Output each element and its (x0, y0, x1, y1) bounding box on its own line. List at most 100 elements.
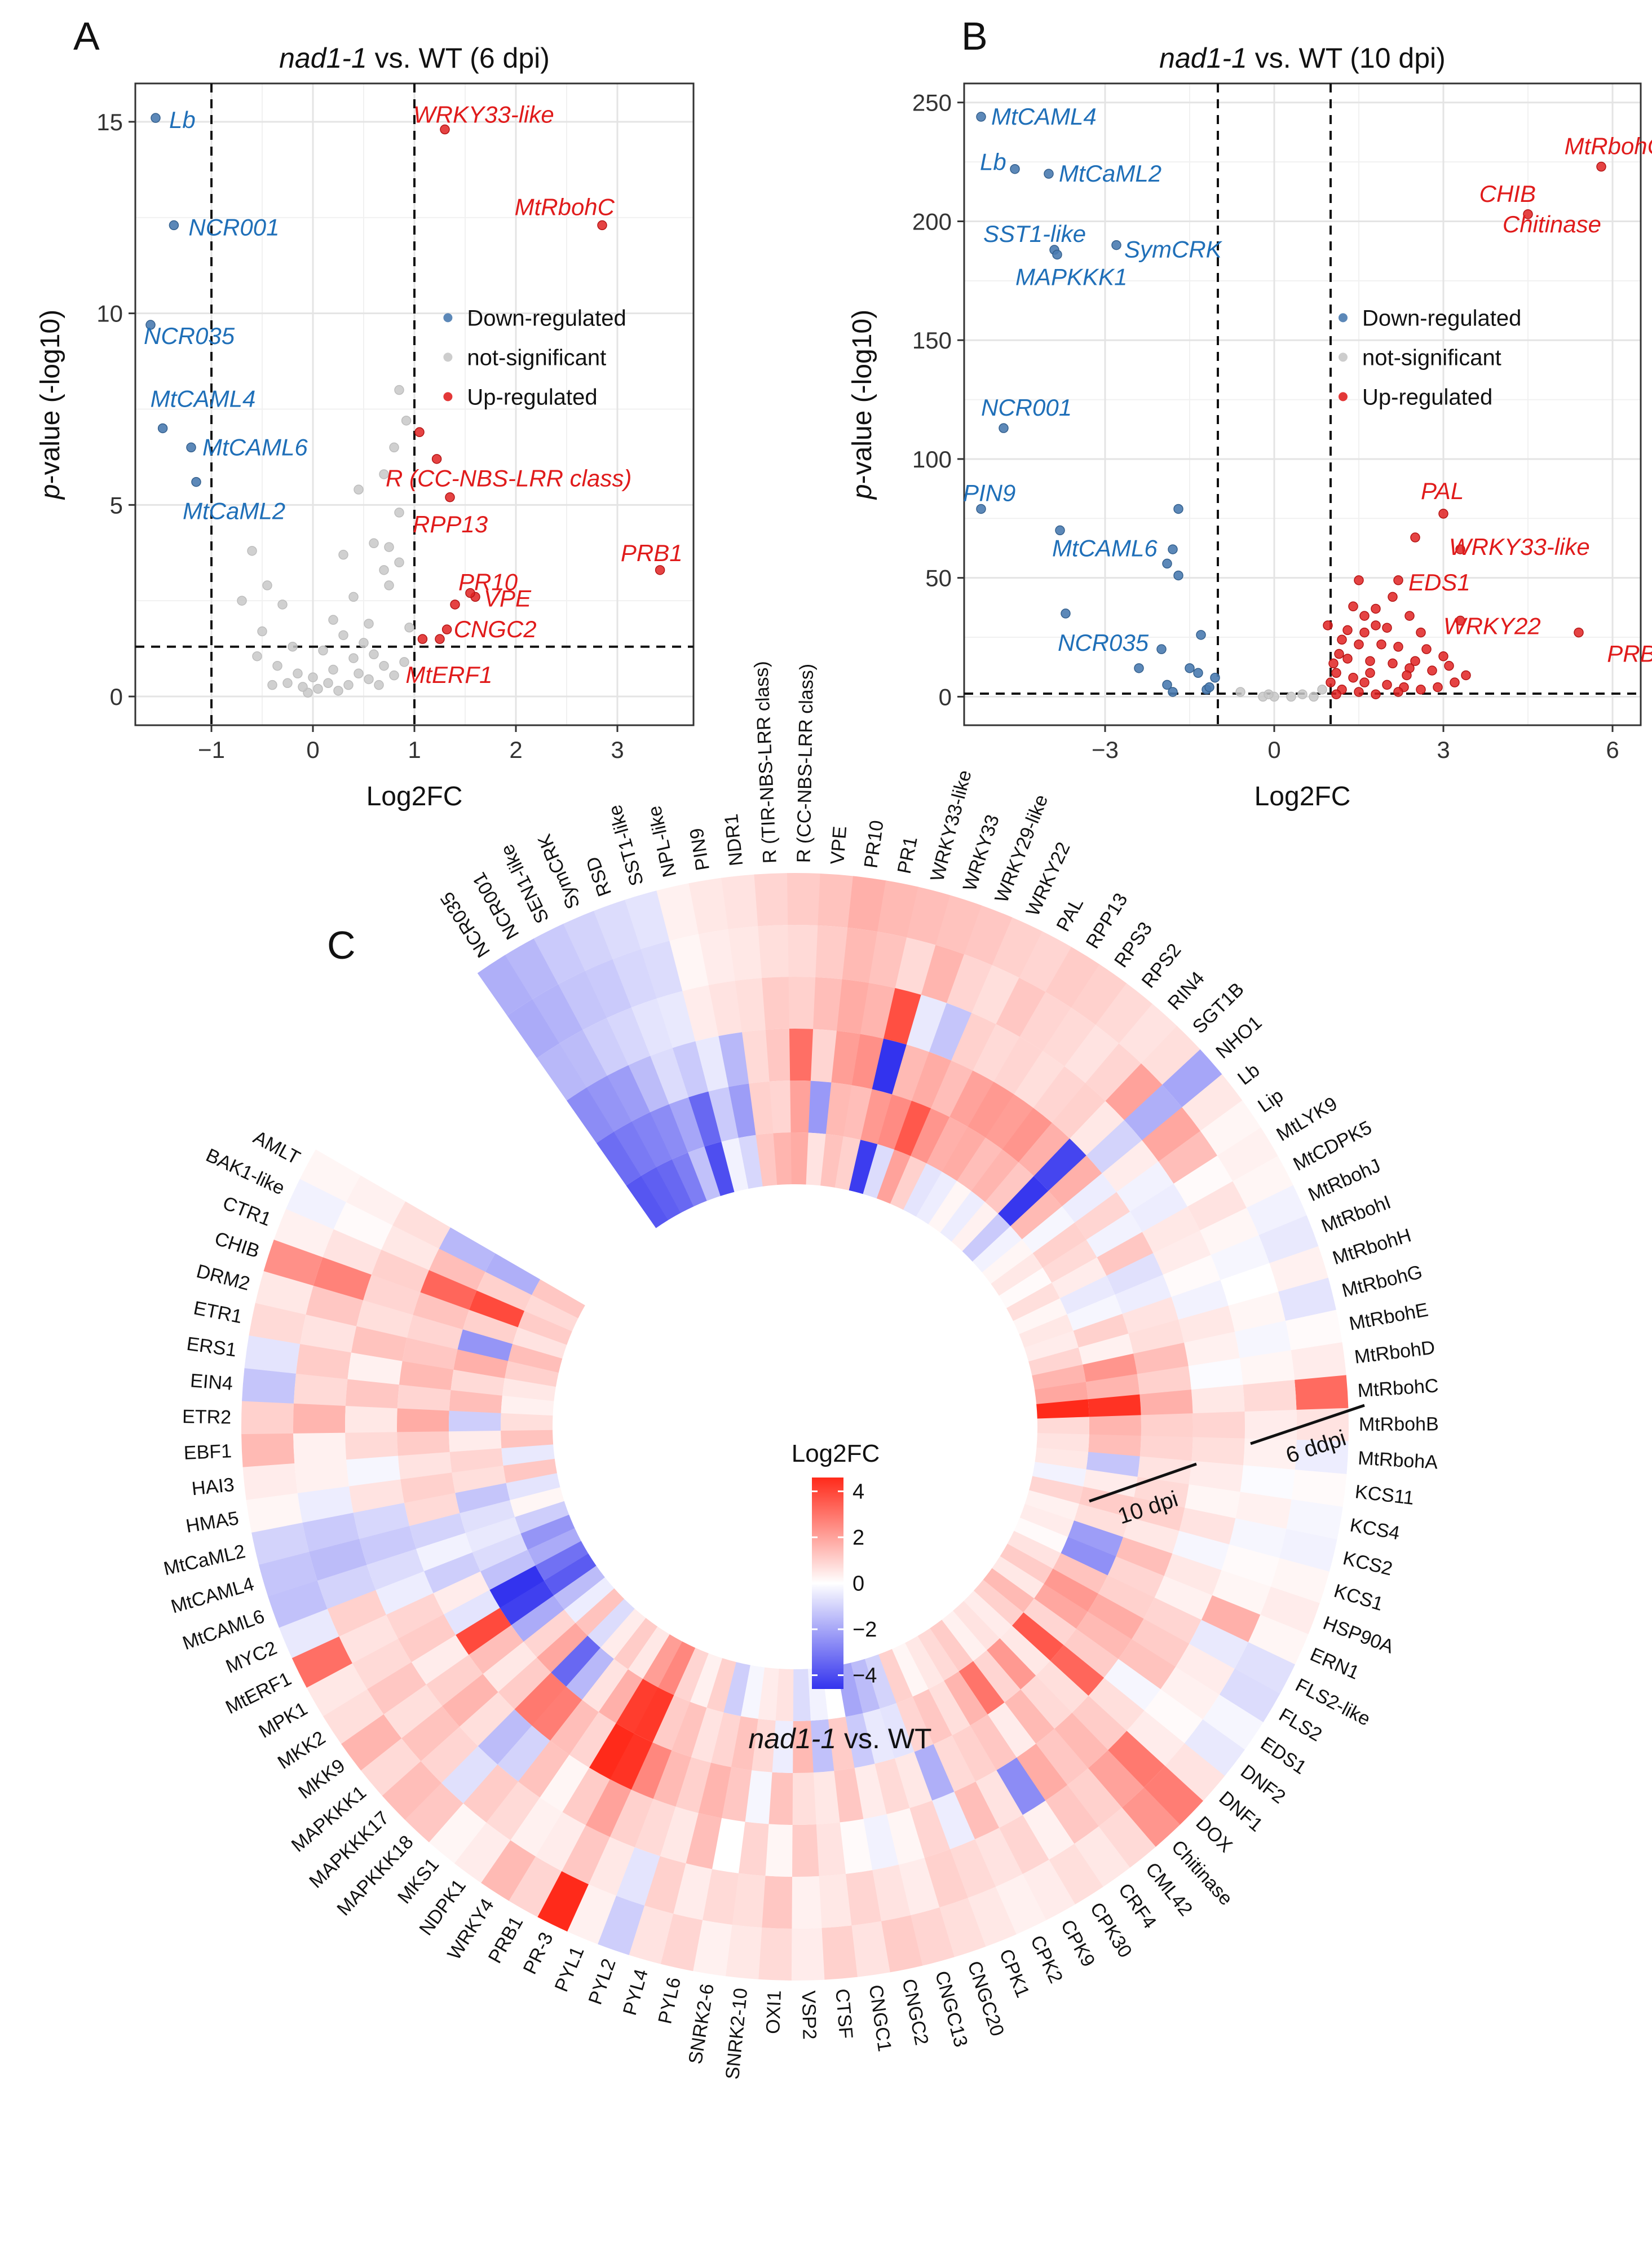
heatmap-cell (503, 1458, 557, 1483)
heatmap-cell (688, 1091, 722, 1147)
heatmap-cell (1088, 1394, 1141, 1417)
heatmap-cell (894, 1752, 933, 1809)
heatmap-cell (561, 1825, 610, 1885)
heatmap-cell (1089, 1415, 1142, 1436)
heatmap-cell (673, 1863, 713, 1920)
heatmap-cell (1191, 1384, 1245, 1414)
gene-label-chitinase: Chitinase (1503, 211, 1601, 237)
heatmap-cell (758, 925, 789, 978)
point-ns (394, 557, 404, 568)
heatmap-cell (341, 1714, 402, 1771)
gene-label-ctsf: CTSF (831, 1988, 856, 2040)
heatmap-cell (704, 1141, 735, 1196)
heatmap-cell (443, 1589, 500, 1635)
y-axis-title: p-value (-log10) (36, 310, 65, 500)
heatmap-cell (317, 1564, 376, 1609)
point-up (1371, 620, 1381, 630)
plot-border (963, 82, 1642, 726)
heatmap-cell (907, 887, 951, 945)
heatmap-cell (308, 1538, 367, 1581)
heatmap-cell (910, 1108, 950, 1164)
heatmap-cell (660, 1913, 703, 1972)
point-up (1365, 668, 1375, 678)
heatmap-cell (708, 1087, 739, 1142)
heatmap-cell (962, 1214, 1011, 1262)
point-up (1523, 209, 1533, 219)
point-up (1416, 685, 1426, 695)
heatmap-cell (1187, 1181, 1247, 1231)
y-tick-label: 5 (110, 492, 123, 518)
point-down (1134, 663, 1144, 673)
gene-label-prb1: PRB1 (484, 1913, 528, 1967)
heatmap-cell (949, 1070, 994, 1127)
heatmap-cell (1103, 1659, 1161, 1711)
heatmap-cell (642, 1634, 683, 1688)
heatmap-cell (297, 1485, 354, 1523)
point-ns (338, 549, 348, 560)
gene-label-cngc13: CNGC13 (931, 1969, 971, 2049)
heatmap-cell (792, 1721, 814, 1773)
heatmap-cell (300, 1314, 357, 1353)
heatmap-cell (1037, 1417, 1089, 1435)
heatmap-cell (1035, 1728, 1088, 1785)
heatmap-cell (1278, 1277, 1337, 1321)
heatmap-cell (964, 905, 1013, 965)
heatmap-cell (939, 1898, 986, 1957)
x-tick-label: 6 (1606, 737, 1619, 763)
point-ns (1309, 691, 1319, 702)
heatmap-cell (820, 1134, 844, 1188)
gene-label-mtcaml6: MtCAML6 (202, 434, 308, 460)
heatmap-cell (987, 1702, 1036, 1758)
heatmap-cell (532, 984, 583, 1044)
point-ns (1235, 687, 1245, 697)
heatmap-cell (1088, 1678, 1145, 1731)
heatmap-cell (928, 1681, 970, 1736)
heatmap-cell (588, 1837, 635, 1896)
heatmap-cell (1083, 1353, 1137, 1382)
point-ns (401, 416, 412, 426)
heatmap-cell (1002, 1108, 1053, 1163)
heatmap-cell (788, 925, 819, 977)
x-tick-label: 2 (509, 737, 522, 763)
colorbar-tick-label: 2 (852, 1526, 864, 1550)
point-ns (379, 660, 389, 671)
heatmap-cell (1016, 1744, 1067, 1801)
heatmap-cell (1192, 1412, 1245, 1439)
point-ns (354, 484, 364, 495)
heatmap-cell (892, 1044, 930, 1101)
heatmap-cell (708, 981, 743, 1037)
heatmap-cell (483, 1641, 537, 1692)
gene-label-r-tir-nbs-lrr-class: R (TIR-NBS-LRR class) (750, 661, 781, 864)
heatmap-cell (1119, 1003, 1178, 1064)
heatmap-cell (671, 1701, 707, 1757)
heatmap-cell (1122, 1296, 1179, 1334)
point-ns (328, 615, 338, 625)
heatmap-cell (507, 999, 560, 1059)
heatmap-cell (293, 1432, 347, 1463)
heatmap-cell (1139, 1390, 1193, 1415)
heatmap-cell (1079, 1487, 1134, 1518)
point-ns (267, 680, 277, 690)
heatmap-cell (1063, 1628, 1119, 1678)
gene-label-mtrbohe: MtRbohE (1348, 1299, 1430, 1335)
heatmap-cell (1013, 1298, 1067, 1335)
heatmap-cell (420, 1269, 477, 1310)
heatmap-cell (828, 1717, 855, 1771)
heatmap-cell (1074, 1192, 1130, 1240)
heatmap-cell (1023, 1598, 1076, 1646)
heatmap-cell (469, 1290, 525, 1328)
heatmap-cell (910, 1907, 955, 1966)
heatmap-cell (1139, 1435, 1193, 1461)
gene-label-pyl4: PYL4 (619, 1966, 652, 2017)
heatmap-cell (371, 1249, 430, 1293)
heatmap-cell (810, 1029, 837, 1083)
point-ns (252, 651, 262, 661)
heatmap-cell (958, 1661, 1005, 1715)
gene-label-eds1: EDS1 (1408, 569, 1470, 596)
point-ns (338, 630, 348, 641)
heatmap-cell (400, 1472, 456, 1503)
panel-title: nad1-1 vs. WT (6 dpi) (279, 42, 550, 74)
heatmap-cell (1164, 1743, 1225, 1802)
heatmap-cell (242, 1368, 297, 1404)
point-up (1359, 611, 1370, 621)
